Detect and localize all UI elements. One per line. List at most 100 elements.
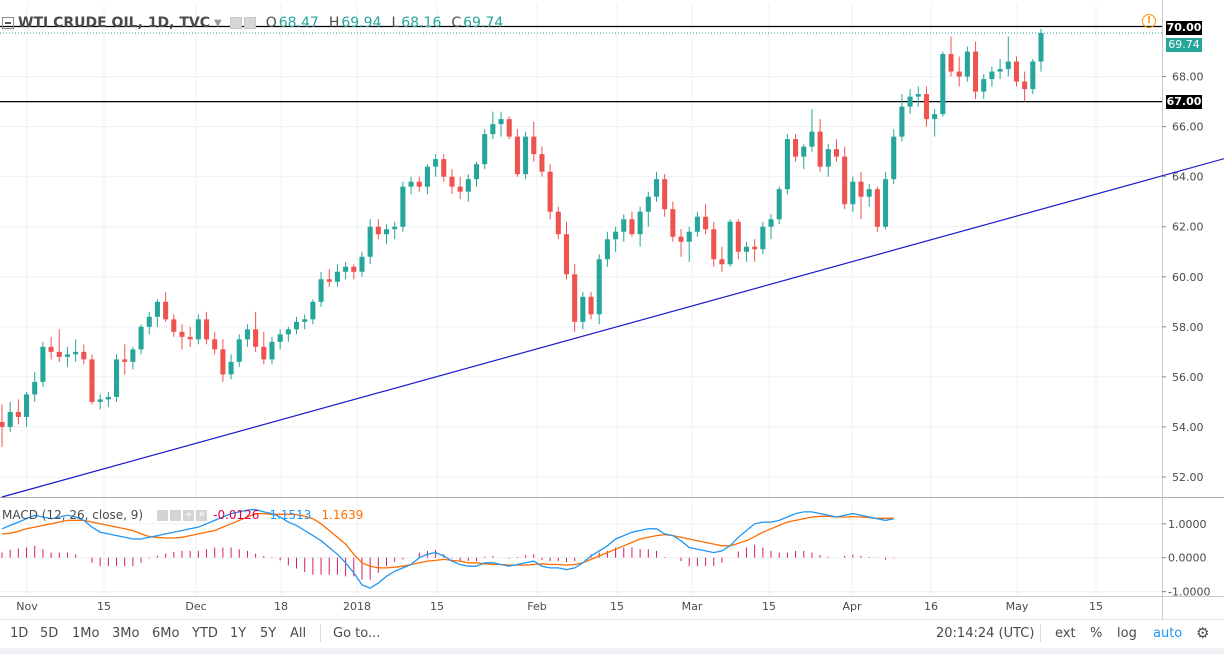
candle-body — [514, 136, 520, 175]
candle-body — [408, 181, 414, 187]
candle-body — [449, 176, 455, 187]
price-tick-label: 64.00 — [1172, 171, 1204, 184]
range-all[interactable]: All — [290, 626, 307, 641]
candle-body — [850, 181, 856, 205]
candle-body — [203, 319, 210, 340]
candle-body — [228, 361, 234, 375]
range-5y[interactable]: 5Y — [260, 626, 277, 641]
candle-body — [146, 316, 152, 327]
candle-body — [940, 54, 946, 115]
candle-body — [613, 231, 619, 240]
candle-body — [923, 94, 930, 120]
candle-body — [195, 319, 201, 340]
candle-body — [375, 226, 381, 235]
gear-icon[interactable]: ⚙ — [1196, 624, 1210, 642]
candle-body — [277, 334, 283, 342]
candle-body — [359, 256, 365, 272]
price-tag-70: 70.00 — [1166, 21, 1202, 35]
macd-line — [1, 508, 894, 589]
trendline[interactable] — [1, 139, 1224, 498]
candle-body — [621, 219, 627, 232]
candle-body — [424, 166, 430, 187]
candle-body — [465, 179, 471, 192]
candle-body — [212, 339, 218, 350]
candle-body — [244, 329, 250, 340]
add-icon[interactable]: + — [183, 509, 195, 521]
chevron-down-icon[interactable]: ▼ — [214, 17, 222, 29]
candle-body — [588, 296, 594, 315]
eye-icon[interactable] — [229, 17, 242, 29]
macd-tick-label: -1.0000 — [1168, 586, 1210, 599]
price-tick-label: 58.00 — [1172, 321, 1204, 334]
candle-body — [743, 246, 750, 252]
range-1d[interactable]: 1D — [10, 626, 29, 641]
clock[interactable]: 20:14:24 (UTC) — [936, 626, 1035, 641]
macd-line-value: 1.1513 — [269, 508, 312, 522]
candle-body — [285, 329, 291, 335]
percent-toggle[interactable]: % — [1090, 626, 1103, 641]
goto-button[interactable]: Go to... — [333, 626, 381, 641]
candle-body — [981, 79, 987, 92]
candle-body — [97, 399, 103, 402]
candle-body — [0, 421, 5, 427]
candle-body — [670, 209, 676, 237]
candle-body — [891, 136, 897, 180]
macd-signal-value: 1.1639 — [321, 508, 364, 522]
candle-body — [866, 189, 872, 197]
candle-body — [269, 341, 275, 360]
range-6mo[interactable]: 6Mo — [152, 626, 180, 641]
candle-body — [1038, 33, 1044, 62]
candle-body — [883, 179, 889, 227]
candle-body — [964, 51, 970, 77]
candle-body — [171, 319, 177, 332]
auto-toggle[interactable]: auto — [1153, 626, 1183, 641]
candle-body — [915, 94, 921, 97]
symbol-title[interactable]: WTI CRUDE OIL, 1D, TVC — [18, 15, 210, 31]
time-tick-label: 15 — [430, 600, 444, 613]
alert-icon[interactable]: ! — [1142, 14, 1156, 28]
bottom-toolbar: 1D 5D 1Mo 3Mo 6Mo YTD 1Y 5Y All Go to...… — [0, 619, 1224, 648]
candle-body — [302, 319, 308, 322]
range-5d[interactable]: 5D — [40, 626, 59, 641]
macd-title[interactable]: MACD (12, 26, close, 9) — [2, 508, 144, 522]
candle-body — [547, 171, 553, 212]
settings-icon[interactable] — [243, 17, 256, 29]
candle-body — [899, 106, 905, 137]
range-1mo[interactable]: 1Mo — [72, 626, 100, 641]
range-3mo[interactable]: 3Mo — [112, 626, 140, 641]
time-tick-label: 15 — [1089, 600, 1103, 613]
candle-body — [81, 351, 87, 360]
window-edge — [0, 648, 1224, 654]
macd-tick-label: 0.0000 — [1168, 552, 1207, 565]
macd-tick-label: 1.0000 — [1168, 518, 1207, 531]
candle-body — [703, 216, 709, 230]
candle-body — [48, 346, 54, 352]
price-tick-label: 66.00 — [1172, 121, 1204, 134]
range-ytd[interactable]: YTD — [192, 626, 218, 641]
time-tick-label: Mar — [682, 600, 703, 613]
candle-body — [768, 219, 774, 227]
collapse-icon[interactable] — [2, 17, 14, 29]
eye-icon[interactable] — [157, 509, 169, 521]
log-toggle[interactable]: log — [1117, 626, 1137, 641]
chart-canvas[interactable]: 68.00 66.00 64.00 62.00 60.00 58.00 56.00 54.00… — [0, 0, 1224, 619]
candle-body — [1005, 61, 1011, 70]
candle-body — [154, 301, 160, 317]
close-icon[interactable]: × — [196, 509, 208, 521]
candle-body — [441, 159, 447, 177]
candle-body — [629, 219, 635, 235]
toolbar-divider — [320, 624, 321, 642]
macd-histogram-value: -0.0126 — [213, 508, 260, 522]
candle-body — [89, 359, 95, 402]
ext-toggle[interactable]: ext — [1055, 626, 1076, 641]
candle-body — [833, 149, 840, 157]
time-tick-label: 15 — [97, 600, 111, 613]
candle-body — [73, 351, 79, 355]
candle-body — [842, 156, 848, 205]
range-1y[interactable]: 1Y — [230, 626, 247, 641]
candle-body — [662, 179, 668, 210]
candle-body — [523, 136, 529, 175]
open-label: O — [265, 15, 277, 31]
settings-icon[interactable] — [170, 509, 182, 521]
candle-body — [326, 279, 332, 282]
